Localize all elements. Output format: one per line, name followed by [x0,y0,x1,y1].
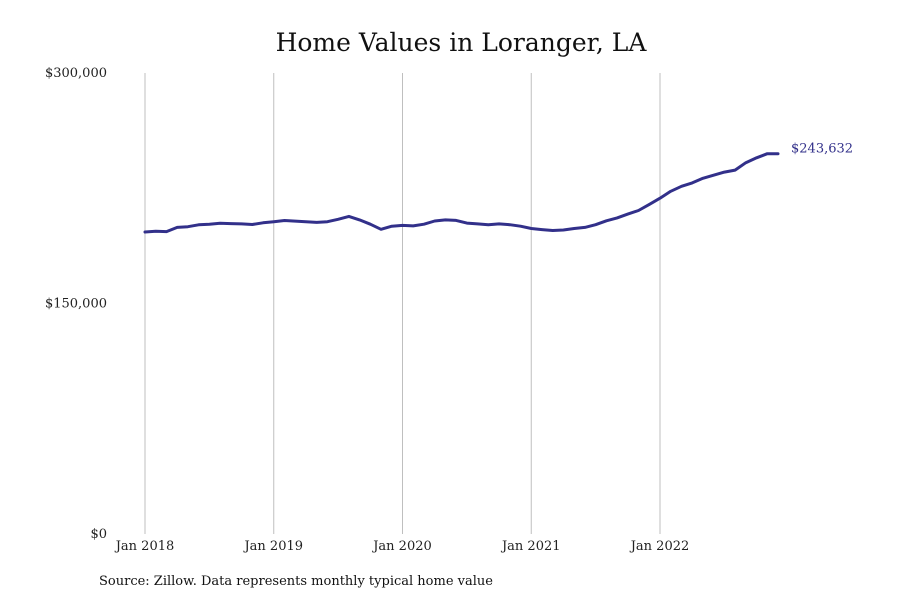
grid-lines [144,73,661,534]
series-line-0 [143,152,780,234]
x-tick-label: Jan 2019 [242,539,303,554]
source-note: Source: Zillow. Data represents monthly … [99,574,493,589]
x-tick-label: Jan 2021 [500,539,561,554]
x-tick-label: Jan 2022 [629,539,690,554]
y-tick-label: $0 [90,527,107,542]
y-tick-label: $150,000 [45,297,107,312]
x-tick-label: Jan 2020 [371,539,432,554]
x-tick-label: Jan 2018 [114,539,175,554]
y-tick-label: $300,000 [45,66,107,81]
x-axis-ticks: Jan 2018 Jan 2019 Jan 2020 Jan 2021 Jan 2022 [114,539,690,554]
chart-title: Home Values in Loranger, LA [276,28,648,57]
series-layer [143,152,780,234]
y-axis-ticks: $0 $150,000 $300,000 [45,66,107,542]
end-value-label: $243,632 [791,142,853,157]
